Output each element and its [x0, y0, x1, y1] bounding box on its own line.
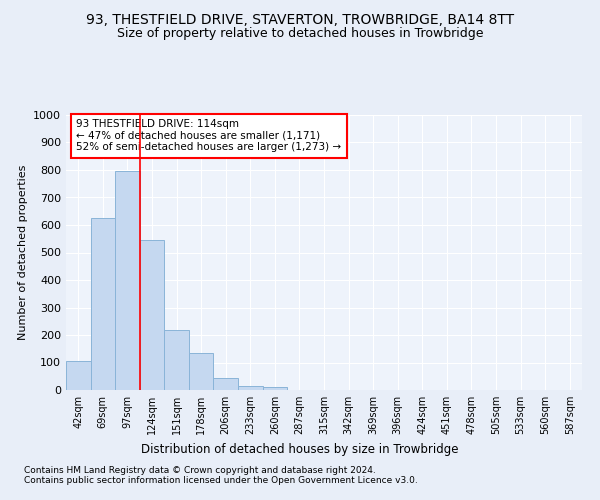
Bar	[189, 353, 214, 390]
Bar	[263, 387, 287, 390]
Bar	[214, 378, 238, 390]
Text: Distribution of detached houses by size in Trowbridge: Distribution of detached houses by size …	[141, 442, 459, 456]
Text: Contains public sector information licensed under the Open Government Licence v3: Contains public sector information licen…	[24, 476, 418, 485]
Text: 93 THESTFIELD DRIVE: 114sqm
← 47% of detached houses are smaller (1,171)
52% of : 93 THESTFIELD DRIVE: 114sqm ← 47% of det…	[76, 119, 341, 152]
Bar	[66, 361, 91, 390]
Y-axis label: Number of detached properties: Number of detached properties	[17, 165, 28, 340]
Text: Contains HM Land Registry data © Crown copyright and database right 2024.: Contains HM Land Registry data © Crown c…	[24, 466, 376, 475]
Bar	[238, 386, 263, 390]
Text: 93, THESTFIELD DRIVE, STAVERTON, TROWBRIDGE, BA14 8TT: 93, THESTFIELD DRIVE, STAVERTON, TROWBRI…	[86, 12, 514, 26]
Text: Size of property relative to detached houses in Trowbridge: Size of property relative to detached ho…	[117, 28, 483, 40]
Bar	[115, 172, 140, 390]
Bar	[140, 240, 164, 390]
Bar	[164, 330, 189, 390]
Bar	[91, 218, 115, 390]
